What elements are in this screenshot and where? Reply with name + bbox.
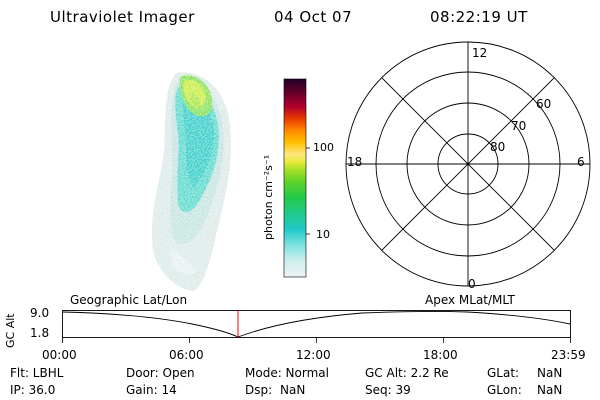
gc-alt-ymin: 1.8 [30,326,50,340]
mlt-label-6: 6 [577,155,585,169]
mlat-label-70: 70 [511,119,527,133]
door-status: Door: Open [126,366,195,380]
colorbar-tick-100: 100 [313,141,334,154]
x-tick-1200: 12:00 [296,348,331,362]
date-label: 04 Oct 07 [274,8,353,26]
glat-value: NaN [537,366,563,380]
glon-value: NaN [537,383,563,397]
colorbar-unit-label: photon cm⁻²s⁻¹ [262,154,275,240]
gc-alt-ymax: 9.0 [30,306,50,320]
mlt-label-0: 0 [468,277,476,291]
mode-status: Mode: Normal [245,366,329,380]
x-tick-0600: 06:00 [169,348,204,362]
polar-mlat-mlt-plot [345,41,591,287]
seq-status: Seq: 39 [365,383,411,397]
gc-alt-status: GC Alt: 2.2 Re [365,366,449,380]
x-tick-1800: 18:00 [423,348,458,362]
geographic-caption: Geographic Lat/Lon [70,293,188,307]
x-tick-2359: 23:59 [551,348,586,362]
apex-caption: Apex MLat/MLT [425,293,515,307]
dsp-value: NaN [280,383,306,397]
x-tick-0000: 00:00 [42,348,77,362]
instrument-title: Ultraviolet Imager [50,8,195,26]
uv-auroral-image [140,65,250,295]
colorbar [283,78,310,278]
mlat-label-60: 60 [536,97,552,111]
mlt-label-12: 12 [472,46,488,60]
filter-status: Flt: LBHL [10,366,64,380]
dsp-label: Dsp: [245,383,273,397]
mlt-label-18: 18 [347,155,363,169]
gc-alt-timeline-plot [62,310,571,343]
mlat-label-80: 80 [490,140,506,154]
gain-status: Gain: 14 [126,383,177,397]
glon-label: GLon: [487,383,522,397]
time-label: 08:22:19 UT [430,8,528,26]
glat-label: GLat: [487,366,520,380]
gc-alt-axis-label: GC Alt [4,313,17,348]
colorbar-tick-10: 10 [316,228,330,241]
ip-status: IP: 36.0 [10,383,56,397]
